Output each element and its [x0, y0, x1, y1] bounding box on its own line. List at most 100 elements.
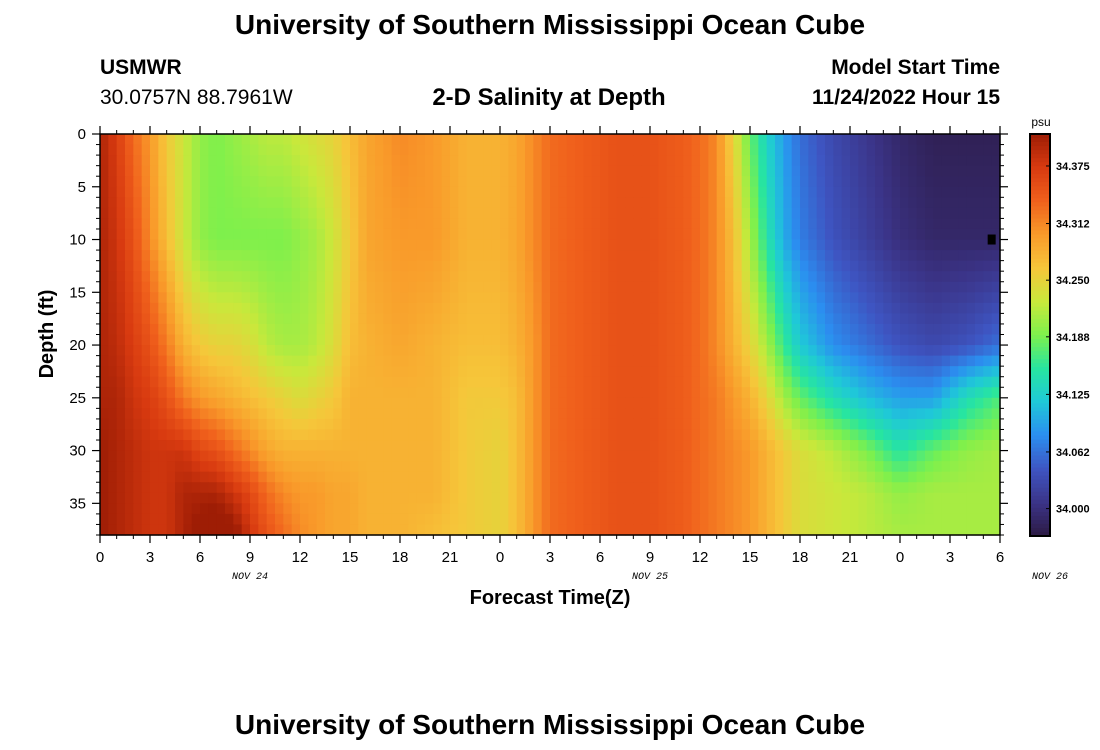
heatmap-cell [791, 271, 801, 283]
heatmap-cell [533, 418, 543, 431]
heatmap-cell [225, 397, 234, 409]
heatmap-cell [958, 218, 968, 230]
heatmap-cell [358, 313, 368, 325]
heatmap-cell [875, 176, 884, 188]
heatmap-cell [391, 186, 401, 198]
heatmap-cell [175, 524, 184, 536]
heatmap-cell [608, 165, 618, 177]
heatmap-cell [733, 134, 743, 146]
heatmap-cell [233, 397, 243, 409]
heatmap-cell [891, 376, 901, 388]
heatmap-cell [450, 292, 459, 304]
heatmap-cell [341, 302, 351, 314]
heatmap-cell [691, 440, 701, 452]
heatmap-cell [500, 323, 509, 336]
heatmap-cell [883, 471, 893, 483]
heatmap-cell [225, 345, 234, 357]
heatmap-cell [783, 429, 793, 441]
heatmap-cell [883, 260, 893, 272]
heatmap-cell [850, 176, 859, 188]
heatmap-cell [150, 513, 159, 526]
heatmap-cell [666, 524, 676, 536]
heatmap-cell [900, 302, 909, 314]
heatmap-cell [250, 207, 259, 220]
heatmap-cell [666, 155, 676, 167]
heatmap-cell [933, 450, 943, 462]
heatmap-cell [625, 207, 634, 220]
heatmap-cell [808, 155, 818, 167]
heatmap-cell [208, 207, 218, 220]
heatmap-cell [300, 450, 309, 462]
colorbar-segment [1030, 286, 1050, 292]
heatmap-cell [325, 292, 334, 304]
heatmap-cell [558, 418, 568, 431]
heatmap-cell [275, 134, 284, 146]
heatmap-cell [516, 281, 526, 293]
heatmap-cell [858, 461, 868, 473]
heatmap-cell [425, 260, 434, 272]
heatmap-cell [383, 165, 393, 177]
heatmap-cell [333, 387, 343, 399]
heatmap-cell [233, 440, 243, 452]
heatmap-cell [700, 218, 709, 230]
heatmap-cell [741, 313, 751, 325]
heatmap-cell [900, 250, 909, 262]
heatmap-cell [275, 492, 284, 504]
heatmap-cell [741, 197, 751, 209]
heatmap-cell [775, 429, 784, 441]
heatmap-cell [850, 334, 859, 346]
heatmap-cell [958, 471, 968, 483]
heatmap-cell [141, 323, 151, 336]
heatmap-cell [708, 408, 718, 420]
heatmap-cell [575, 366, 584, 378]
heatmap-cell [983, 313, 993, 325]
heatmap-cell [366, 450, 376, 462]
heatmap-cell [925, 218, 934, 230]
heatmap-cell [991, 165, 1001, 177]
heatmap-cell [941, 218, 951, 230]
heatmap-cell [441, 461, 451, 473]
heatmap-cell [425, 302, 434, 314]
heatmap-cell [133, 366, 143, 378]
heatmap-cell [825, 345, 834, 357]
heatmap-cell [333, 471, 343, 483]
heatmap-cell [341, 134, 351, 146]
heatmap-cell [208, 450, 218, 462]
heatmap-cell [275, 292, 284, 304]
heatmap-cell [533, 207, 543, 220]
heatmap-cell [991, 313, 1001, 325]
heatmap-cell [608, 228, 618, 241]
heatmap-cell [691, 228, 701, 241]
heatmap-cell [250, 461, 259, 473]
heatmap-cell [633, 440, 643, 452]
heatmap-cell [308, 144, 318, 156]
heatmap-cell [816, 239, 826, 251]
heatmap-cell [416, 524, 426, 536]
heatmap-cell [741, 292, 751, 304]
heatmap-cell [641, 440, 651, 452]
heatmap-cell [241, 271, 251, 283]
heatmap-cell [533, 292, 543, 304]
heatmap-cell [250, 334, 259, 346]
heatmap-cell [633, 313, 643, 325]
heatmap-cell [508, 334, 518, 346]
heatmap-cell [525, 429, 534, 441]
heatmap-cell [108, 387, 118, 399]
heatmap-cell [291, 186, 301, 198]
heatmap-cell [591, 450, 601, 462]
heatmap-cell [150, 503, 159, 515]
heatmap-cell [725, 239, 734, 251]
heatmap-cell [358, 165, 368, 177]
heatmap-cell [408, 186, 418, 198]
heatmap-cell [716, 355, 726, 367]
heatmap-cell [841, 450, 851, 462]
heatmap-cell [150, 207, 159, 220]
heatmap-cell [150, 228, 159, 241]
heatmap-cell [625, 197, 634, 209]
heatmap-cell [616, 260, 626, 272]
colorbar-tick-label: 34.312 [1056, 219, 1090, 231]
heatmap-cell [808, 387, 818, 399]
heatmap-cell [666, 271, 676, 283]
heatmap-cell [475, 144, 484, 156]
heatmap-cell [875, 376, 884, 388]
